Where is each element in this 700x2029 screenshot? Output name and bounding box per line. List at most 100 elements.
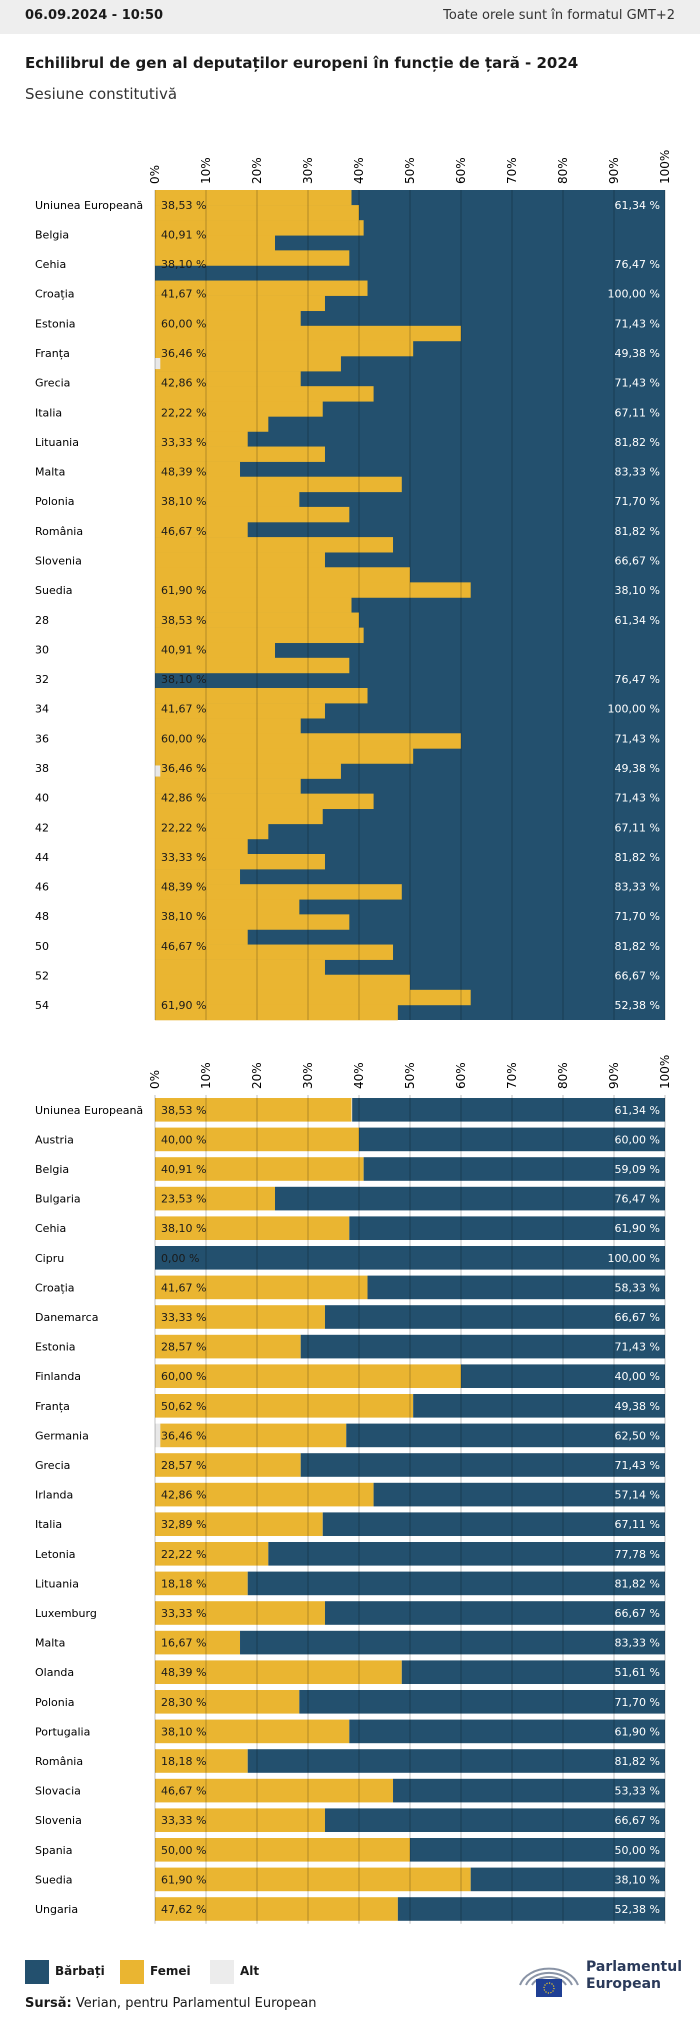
chart1-men-value-label: 38,10 %: [615, 584, 660, 597]
chart1-men-value-label: 61,34 %: [615, 614, 660, 627]
chart2-category-label: Bulgaria: [35, 1193, 81, 1206]
chart1-tick-label: 60%: [454, 157, 468, 184]
chart2-women-bar: [155, 1216, 350, 1240]
chart1-women-bar: [155, 597, 352, 613]
chart1-women-bar: [155, 235, 276, 251]
chart2-men-bar: [324, 1305, 665, 1329]
chart1-women-bar: [155, 989, 471, 1006]
chart2-women-bar: [155, 1127, 359, 1152]
chart2-category-label: Belgia: [35, 1163, 69, 1176]
chart1-women-bar: [155, 944, 394, 960]
chart2-men-bar: [346, 1423, 665, 1448]
chart1-category-label: 42: [35, 821, 49, 834]
chart2-men-bar: [155, 1246, 665, 1270]
chart2-tick-label: 60%: [454, 1062, 468, 1089]
chart1-women-bar: [155, 386, 374, 402]
chart2-men-value-label: 100,00 %: [608, 1252, 660, 1265]
chart2-women-value-label: 32,89 %: [161, 1518, 206, 1531]
chart1-women-value-label: 38,10 %: [161, 258, 206, 271]
chart1-men-value-label: 81,82 %: [615, 525, 660, 538]
chart1-women-bar: [155, 552, 325, 568]
chart1-women-value-label: 41,67 %: [161, 703, 206, 716]
chart2-men-bar: [324, 1808, 665, 1832]
chart2-men-bar: [363, 1157, 665, 1181]
chart1-category-label: Malta: [35, 466, 65, 479]
chart2-men-bar: [247, 1749, 665, 1773]
chart1-category-label: 34: [35, 703, 49, 716]
chart1-women-value-label: 48,39 %: [161, 466, 206, 479]
chart2-men-bar: [300, 1453, 665, 1477]
chart1-men-value-label: 71,43 %: [615, 317, 660, 330]
source-text: Verian, pentru Parlamentul European: [75, 1996, 317, 2011]
chart1-women-bar: [155, 793, 374, 810]
chart1-men-value-label: 61,34 %: [615, 199, 660, 212]
chart2-women-value-label: 28,57 %: [161, 1459, 206, 1472]
legend-label-women: Femei: [150, 1964, 191, 1978]
chart1-category-label: Polonia: [35, 495, 75, 508]
chart2-category-label: Germania: [35, 1429, 89, 1442]
logo-line-1: Parlamentul: [586, 1959, 682, 1975]
chart2-women-value-label: 28,30 %: [161, 1696, 206, 1709]
chart2-tick-label: 50%: [403, 1062, 417, 1089]
chart2-women-bar: [155, 1364, 461, 1388]
chart1-tick-label: 80%: [556, 157, 570, 184]
chart2-men-bar: [373, 1482, 665, 1507]
chart2-men-value-label: 76,47 %: [615, 1193, 660, 1206]
chart2-women-value-label: 46,67 %: [161, 1785, 206, 1798]
chart2-women-bar: [155, 1275, 368, 1300]
chart2-category-label: Cehia: [35, 1222, 66, 1235]
chart2-category-label: Portugalia: [35, 1725, 90, 1738]
chart2-women-bar: [155, 1897, 398, 1921]
chart1-category-label: Suedia: [35, 584, 73, 597]
legend-swatch-men: [25, 1960, 49, 1984]
chart1-men-value-label: 71,43 %: [615, 377, 660, 390]
chart1-women-bar: [155, 506, 350, 523]
chart-subtitle: Sesiune constitutivă: [25, 85, 178, 103]
chart1-women-bar: [155, 899, 300, 915]
chart2-men-value-label: 81,82 %: [615, 1577, 660, 1590]
chart1-women-bar: [155, 854, 325, 870]
source-label: Sursă:: [25, 1996, 72, 2011]
chart1-category-label: România: [35, 525, 83, 538]
chart1-women-bar: [155, 763, 341, 779]
chart1-women-bar: [155, 310, 301, 327]
chart1-men-value-label: 66,67 %: [615, 969, 660, 982]
chart2-men-value-label: 52,38 %: [615, 1903, 660, 1916]
chart2-women-value-label: 18,18 %: [161, 1577, 206, 1590]
chart2-women-value-label: 50,00 %: [161, 1844, 206, 1857]
chart1-men-value-label: 49,38 %: [615, 762, 660, 775]
chart2-tick-label: 10%: [199, 1062, 213, 1089]
chart2-category-label: Suedia: [35, 1873, 73, 1886]
chart2-women-bar: [155, 1394, 414, 1418]
chart1-women-value-label: 40,91 %: [161, 228, 206, 241]
chart1-women-bar: [155, 250, 350, 266]
chart2-men-bar: [401, 1660, 665, 1684]
chart1-women-bar: [155, 959, 325, 976]
chart2-women-value-label: 28,57 %: [161, 1341, 206, 1354]
chart1-women-bar: [155, 718, 301, 734]
chart2-tick-label: 70%: [505, 1062, 519, 1089]
chart1-category-label: Belgia: [35, 228, 69, 241]
chart2-men-bar: [322, 1512, 665, 1536]
chart2-category-label: Slovenia: [35, 1814, 82, 1827]
chart1-tick-label: 10%: [199, 157, 213, 184]
chart1-women-bar: [155, 838, 248, 855]
chart2-women-bar: [155, 1098, 352, 1122]
chart1-category-label: 54: [35, 999, 49, 1012]
chart1-men-value-label: 83,33 %: [615, 881, 660, 894]
chart1-category-label: 30: [35, 643, 49, 656]
chart1-women-bar: [155, 491, 300, 508]
chart2-men-value-label: 61,34 %: [615, 1104, 660, 1117]
chart1-women-value-label: 33,33 %: [161, 436, 206, 449]
chart2-category-label: Estonia: [35, 1341, 76, 1354]
chart1-category-label: Lituania: [35, 436, 79, 449]
chart-glitched: 0% 10% 20% 30% 40% 50% 60% 70% 80% 90% 100% Uniunea…: [35, 150, 672, 1021]
chart2-other-bar: [155, 1423, 161, 1448]
chart1-category-label: 40: [35, 792, 49, 805]
chart1-category-label: Cehia: [35, 258, 66, 271]
chart1-women-bar: [155, 567, 410, 583]
chart2-category-label: Danemarca: [35, 1311, 98, 1324]
chart1-category-label: Italia: [35, 406, 62, 419]
chart1-women-value-label: 38,10 %: [161, 673, 206, 686]
chart1-women-bar: [155, 612, 359, 628]
